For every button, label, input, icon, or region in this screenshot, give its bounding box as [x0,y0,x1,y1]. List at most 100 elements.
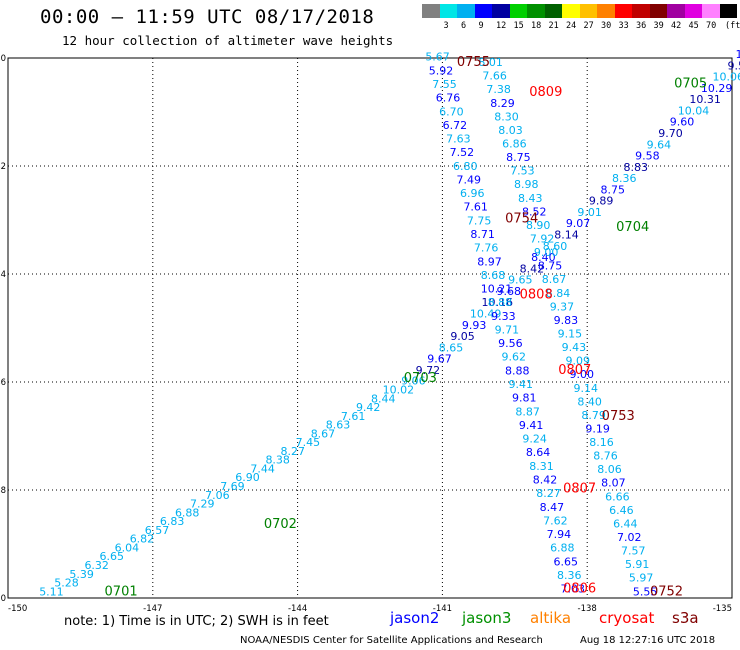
swh-value: 8.06 [597,463,622,476]
swh-value: 7.52 [450,146,475,159]
satellite-tracks: 5.115.285.396.326.656.046.826.576.836.88… [39,48,740,598]
lat-tick-label: -48 [0,486,6,496]
swh-value: 8.88 [505,364,530,377]
swh-value: 9.71 [495,323,520,336]
swh-value: 7.49 [457,173,482,186]
swh-value: 8.75 [538,260,563,273]
swh-value: 6.46 [609,504,634,517]
swh-value: 9.65 [508,274,533,287]
swh-value: 9.37 [550,300,575,313]
legend-swatch [422,4,440,18]
swh-value: 7.02 [617,531,642,544]
swh-value: 8.40 [577,395,602,408]
footer-credit: NOAA/NESDIS Center for Satellite Applica… [240,635,543,646]
legend-swatch [492,4,510,18]
swh-value: 8.75 [506,151,531,164]
swh-value: 8.68 [481,269,506,282]
color-legend [422,4,737,18]
swh-value: 6.72 [443,119,468,132]
swh-value: 8.38 [265,454,290,467]
pass-time-labels: 0755 0809 0705 0754 0704 0808 0807 0703 0753 0807… [105,55,708,599]
swh-value: 5.67 [425,51,450,64]
swh-value: 8.36 [557,569,582,582]
legend-unit: (ft) [725,21,740,31]
swh-value: 7.75 [467,214,492,227]
swh-value: 5.97 [629,572,654,585]
swh-value: 7.03 [560,583,585,596]
swh-value: 8.30 [494,110,519,123]
swh-value: 8.16 [589,436,614,449]
swh-value: 10.49 [470,307,502,320]
swh-value: 7.06 [205,489,230,502]
footer-note: note: 1) Time is in UTC; 2) SWH is in fe… [64,614,329,629]
swh-value: 8.63 [326,419,351,432]
swh-value: 10.29 [701,82,733,95]
pass-time-label: 0808 [520,287,553,302]
legend-swatch [579,4,597,18]
swh-value: 9.33 [491,310,516,323]
swh-value: 7.63 [446,133,471,146]
swh-value: 7.92 [530,233,555,246]
satellite-label-jason3: jason3 [462,609,512,627]
swh-value: 10.02 [383,383,415,396]
map-frame [7,57,733,599]
legend-label: 3 [443,21,449,31]
legend-swatch [457,4,475,18]
swh-value: 5.92 [429,64,454,77]
swh-value: 8.71 [470,228,495,241]
swh-value: 9.72 [416,364,441,377]
lon-tick-label: -150 [8,604,27,614]
legend-swatch [614,4,632,18]
satellite-label-cryosat: cryosat [599,609,655,627]
swh-value: 9.89 [589,195,614,208]
swh-value: 8.88 [488,296,513,309]
swh-value: 6.65 [100,550,125,563]
swh-value: 9.68 [497,285,522,298]
swh-value: 8.76 [593,450,618,463]
swh-value: 6.57 [145,524,170,537]
swh-value: 8.98 [514,178,539,191]
swh-value: 7.29 [190,498,215,511]
swh-value: 9.67 [427,353,452,366]
track-a: 5.115.285.396.326.656.046.826.576.836.88… [39,375,426,599]
swh-value: 10.06 [712,71,740,84]
legend-label: 12 [496,21,507,31]
pass-time-label: 0701 [105,584,138,599]
swh-value: 8.40 [531,251,556,264]
page-subtitle: 12 hour collection of altimeter wave hei… [62,33,394,48]
swh-value: 6.70 [439,105,464,118]
swh-value: 8.65 [439,341,464,354]
lon-tick-label: -144 [288,604,307,614]
swh-value: 8.42 [533,473,558,486]
swh-value: 9.06 [401,375,426,388]
swh-value: 10.29 [736,48,740,61]
pass-time-label: 0806 [563,582,596,597]
swh-value: 6.83 [160,515,185,528]
swh-value: 9.60 [670,116,695,129]
swh-value: 5.28 [54,577,79,590]
lon-tick-label: -138 [578,604,597,614]
pass-time-label: 0752 [650,584,683,599]
swh-value: 6.04 [115,541,140,554]
swh-value: 6.90 [235,471,260,484]
swh-value: 8.67 [542,273,567,286]
pass-time-label: 0807 [563,482,596,497]
swh-value: 7.61 [341,410,366,423]
swh-value: 9.14 [573,382,598,395]
legend-swatch [562,4,580,18]
legend-swatch [597,4,615,18]
legend-swatch [509,4,527,18]
swh-value: 6.86 [502,138,527,151]
pass-time-label: 0807 [558,363,591,378]
swh-value: 6.65 [554,555,579,568]
swh-value: 8.47 [540,501,565,514]
legend-label: 70 [706,21,717,31]
swh-value: 5.11 [39,585,64,598]
legend-swatch [684,4,702,18]
swh-value: 10.21 [481,283,513,296]
swh-value: 9.70 [658,127,683,140]
swh-value: 6.96 [460,187,485,200]
lat-tick-label: -46 [0,378,6,388]
swh-value: 8.27 [281,445,306,458]
